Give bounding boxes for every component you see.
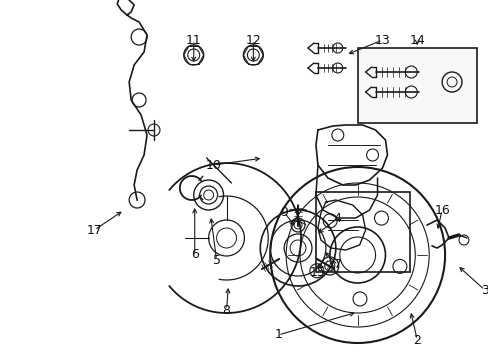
Text: 3: 3 [480,284,488,297]
Text: 12: 12 [245,33,261,46]
Text: 4: 4 [333,212,341,225]
Text: 1: 1 [274,328,282,342]
Text: 11: 11 [185,33,201,46]
Text: 7: 7 [333,258,341,271]
Text: 14: 14 [408,33,424,46]
Text: 6: 6 [190,248,198,261]
Text: 15: 15 [309,266,325,279]
Text: 5: 5 [212,253,220,266]
Text: 8: 8 [222,303,230,316]
Text: 16: 16 [433,203,449,216]
Bar [357,48,476,123]
Bar [315,192,409,272]
Text: 17: 17 [86,224,102,237]
Text: 2: 2 [412,333,420,346]
Text: 9: 9 [280,206,287,219]
Text: 13: 13 [374,33,389,46]
Text: 10: 10 [205,158,221,171]
